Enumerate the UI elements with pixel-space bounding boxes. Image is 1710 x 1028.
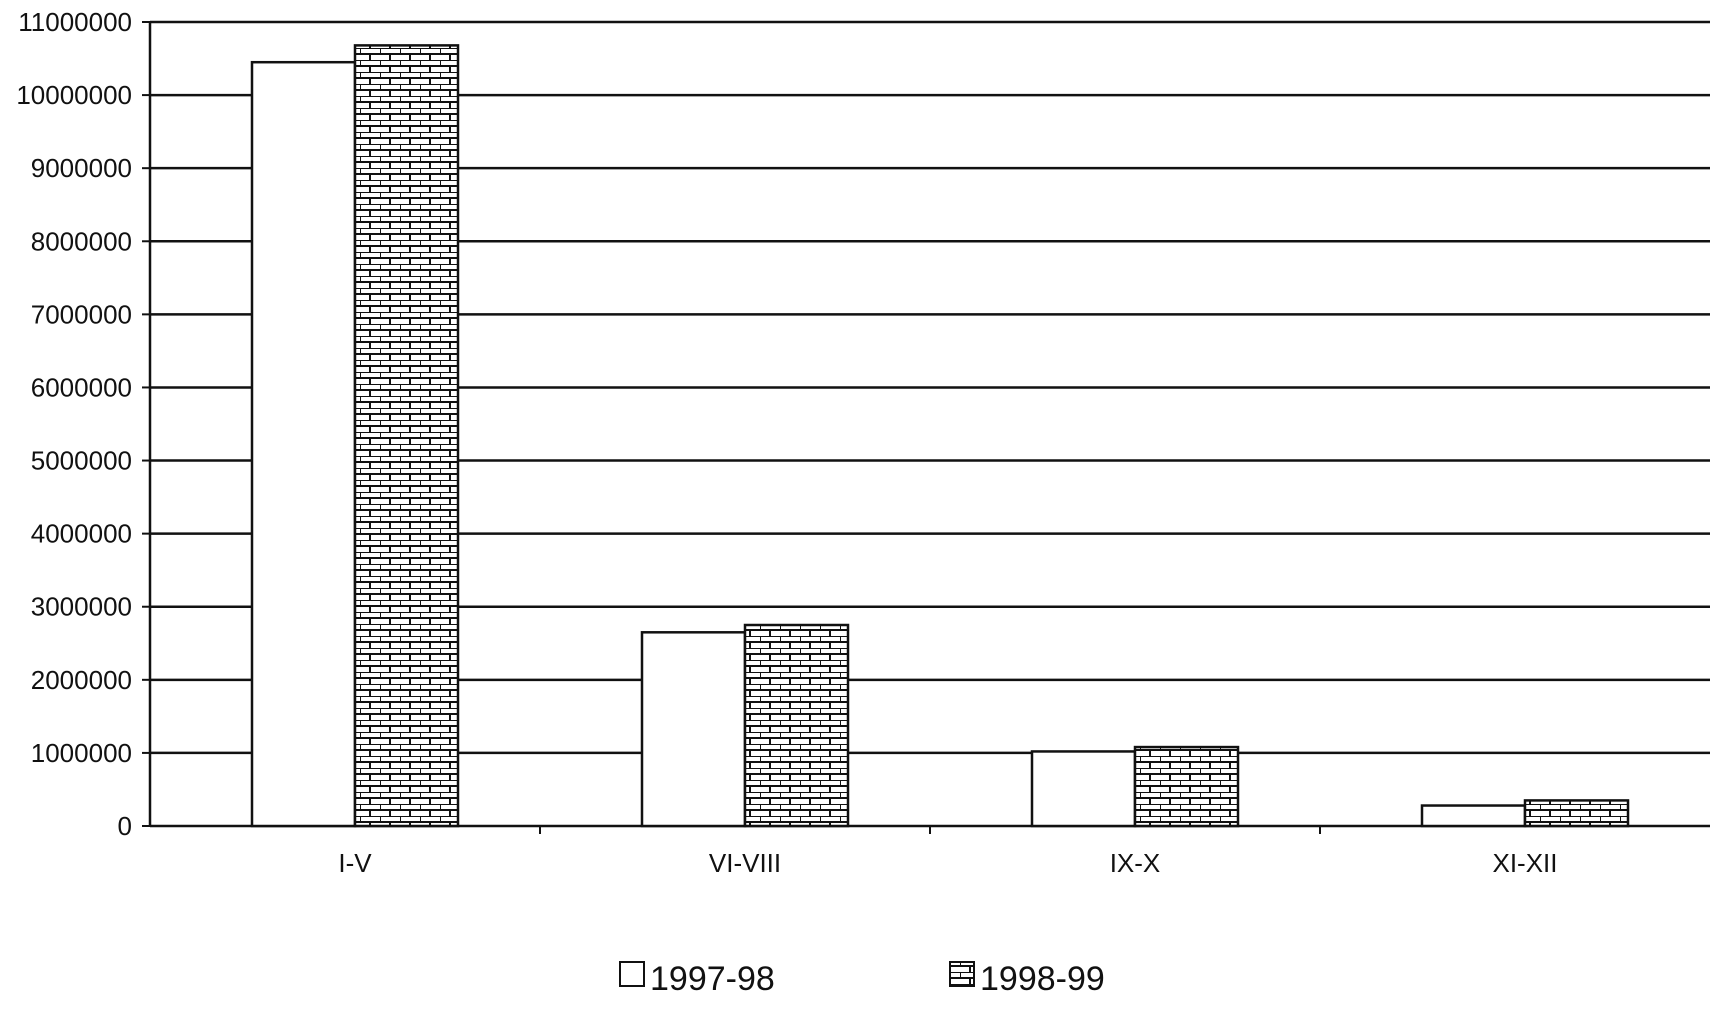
y-tick-label: 8000000 <box>31 226 132 256</box>
y-tick-label: 3000000 <box>31 592 132 622</box>
y-tick-label: 1000000 <box>31 738 132 768</box>
x-category-label: IX-X <box>1110 848 1161 878</box>
y-tick-label: 5000000 <box>31 446 132 476</box>
bars <box>250 44 1630 828</box>
y-axis-ticks: 0 1000000 2000000 3000000 4000000 5000000 6000… <box>16 7 150 841</box>
bar-1997-98-I-V <box>250 60 357 828</box>
y-tick-label: 2000000 <box>31 665 132 695</box>
bar-1997-98-IX-X <box>1030 750 1137 828</box>
x-category-label: VI-VIII <box>709 848 781 878</box>
x-category-label: I-V <box>338 848 372 878</box>
legend: 1997-98 1998-99 <box>619 960 1105 998</box>
legend-label: 1998-99 <box>980 960 1105 998</box>
bar-1997-98-XI-XII <box>1420 804 1527 828</box>
y-tick-label: 6000000 <box>31 372 132 402</box>
y-tick-label: 9000000 <box>31 153 132 183</box>
bar-1998-99-VI-VIII <box>743 623 850 828</box>
x-axis-labels: I-V VI-VIII IX-X XI-XII <box>338 848 1557 878</box>
legend-label: 1997-98 <box>650 960 775 998</box>
legend-swatch <box>949 961 975 987</box>
bar-1997-98-VI-VIII <box>640 631 747 828</box>
bar-1998-99-IX-X <box>1133 745 1240 828</box>
bar-1998-99-I-V <box>353 44 460 828</box>
y-tick-label: 4000000 <box>31 519 132 549</box>
y-tick-label: 7000000 <box>31 299 132 329</box>
y-tick-label: 11000000 <box>18 7 132 37</box>
y-tick-label: 10000000 <box>16 80 132 110</box>
y-tick-label: 0 <box>118 811 132 841</box>
x-category-label: XI-XII <box>1492 848 1557 878</box>
bar-1998-99-XI-XII <box>1523 799 1630 828</box>
legend-swatch <box>619 961 645 987</box>
